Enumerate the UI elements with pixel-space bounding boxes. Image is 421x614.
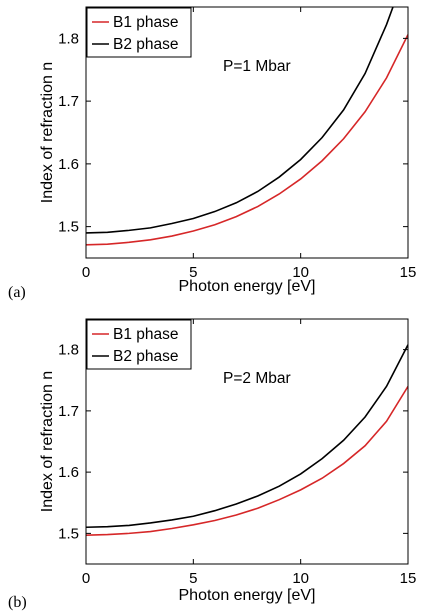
y-tick-label: 1.6 — [58, 464, 79, 481]
legend-box — [86, 319, 192, 370]
series-line-2 — [86, 344, 408, 529]
legend-entry-2: B2 phase — [113, 36, 179, 53]
series-line-1 — [86, 34, 408, 246]
x-axis-label: Photon energy [eV] — [179, 587, 316, 604]
x-tick-label: 5 — [189, 264, 197, 281]
x-tick-label: 15 — [400, 264, 417, 281]
x-tick-label: 15 — [400, 570, 417, 587]
panel-label: (a) — [8, 284, 26, 301]
y-tick-label: 1.7 — [58, 93, 79, 110]
y-tick-label: 1.5 — [58, 525, 79, 542]
panel-label: (b) — [8, 594, 27, 611]
x-tick-label: 10 — [292, 264, 309, 281]
legend: B1 phase B2 phase — [86, 319, 192, 370]
legend-entry-2: B2 phase — [113, 348, 179, 365]
legend-entry-1: B1 phase — [113, 326, 179, 343]
y-axis-label: Index of refraction n — [39, 62, 56, 203]
x-tick-label: 10 — [292, 570, 309, 587]
legend-box — [86, 7, 192, 58]
legend: B1 phase B2 phase — [86, 7, 192, 58]
x-tick-label: 0 — [82, 264, 90, 281]
y-tick-label: 1.5 — [58, 219, 79, 236]
chart-panel-2: 0 5 10 15 1.5 1.6 1.7 1.8 Photon energy [eV] Inde… — [8, 318, 417, 611]
chart-panel-1: 0 5 10 15 1.5 1.6 1.7 1.8 Photon energy [eV] Inde… — [8, 6, 417, 301]
x-axis-label: Photon energy [eV] — [179, 278, 316, 295]
plot-frame — [85, 6, 409, 259]
legend-entry-1: B1 phase — [113, 14, 179, 31]
pressure-annotation: P=2 Mbar — [223, 370, 291, 387]
plot-frame — [85, 318, 409, 565]
y-tick-label: 1.8 — [58, 342, 79, 359]
x-tick-label: 0 — [82, 570, 90, 587]
y-tick-label: 1.6 — [58, 156, 79, 173]
series-line-2 — [86, 7, 394, 234]
x-tick-label: 5 — [189, 570, 197, 587]
y-axis-label: Index of refraction n — [39, 371, 56, 512]
y-tick-label: 1.7 — [58, 403, 79, 420]
series-line-1 — [86, 385, 408, 537]
y-tick-label: 1.8 — [58, 30, 79, 47]
pressure-annotation: P=1 Mbar — [223, 58, 291, 75]
